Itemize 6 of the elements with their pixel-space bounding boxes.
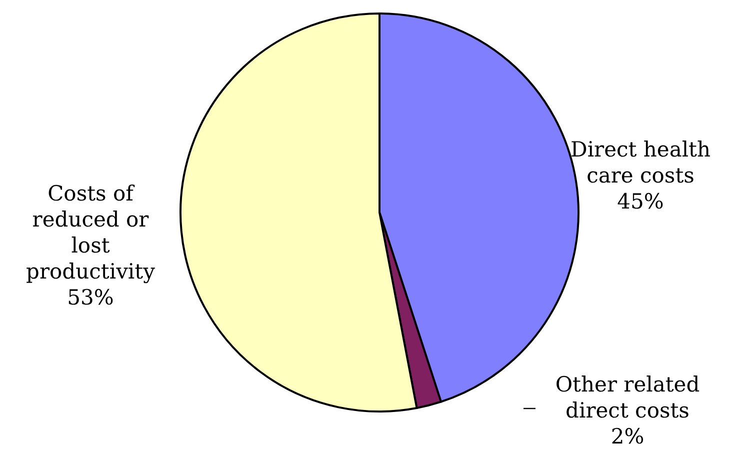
slice-label: Costs of reduced or lost productivity <box>26 182 156 284</box>
data-label: 2% <box>610 424 644 448</box>
data-label: 53% <box>67 286 114 310</box>
data-label: 45% <box>617 190 664 214</box>
legend-label: Other related direct costs <box>555 372 700 422</box>
slice-label: Direct health care costs <box>570 138 711 188</box>
